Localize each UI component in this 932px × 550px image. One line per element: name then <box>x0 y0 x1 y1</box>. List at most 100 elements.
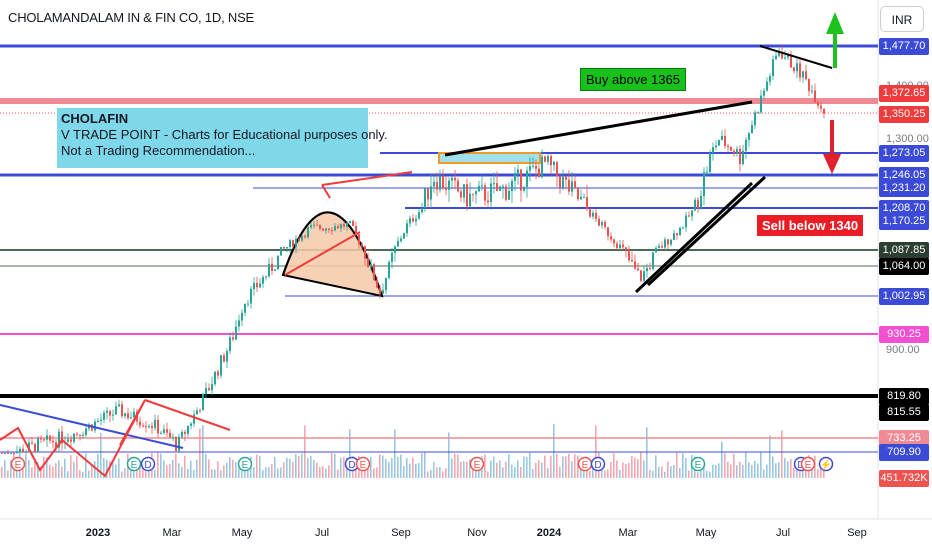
candle-body <box>451 177 453 181</box>
event-marker: D <box>590 456 606 472</box>
svg-text:E: E <box>582 460 589 471</box>
volume-bar <box>40 466 42 478</box>
volume-bar <box>298 456 300 478</box>
volume-bar <box>193 470 195 478</box>
cup-diagonal <box>284 231 361 276</box>
candle-body <box>340 224 342 229</box>
candle-body <box>715 145 717 148</box>
candle-body <box>178 436 180 451</box>
volume-bar <box>22 468 24 478</box>
candle-body <box>820 105 822 109</box>
candle-body <box>403 233 405 239</box>
candle-body <box>130 417 132 419</box>
note-line: Not a Trading Recommendation... <box>61 143 256 158</box>
volume-bar <box>685 458 687 478</box>
volume-bar <box>181 467 183 478</box>
volume-bar <box>100 432 102 478</box>
candle-body <box>640 270 642 281</box>
volume-bar <box>799 471 801 478</box>
candle-body <box>349 220 351 224</box>
candle-body <box>526 170 528 187</box>
candle-body <box>52 440 54 443</box>
candle-body <box>778 52 780 56</box>
volume-bar <box>568 453 570 478</box>
volume-bar <box>589 470 591 478</box>
price-axis-label: 900.00 <box>886 344 920 356</box>
volume-bar <box>724 453 726 478</box>
volume-bar <box>118 458 120 478</box>
volume-bar <box>700 468 702 478</box>
candle-body <box>568 179 570 192</box>
candle-body <box>118 404 120 407</box>
volume-bar <box>766 464 768 478</box>
x-tick-label: May <box>231 527 253 539</box>
svg-text:⚡: ⚡ <box>820 458 832 471</box>
candle-body <box>205 388 207 394</box>
candle-body <box>352 220 354 226</box>
price-badge: 1,231.20 <box>879 180 929 197</box>
candle-body <box>85 428 87 435</box>
volume-bar <box>748 462 750 478</box>
candle-body <box>232 337 234 340</box>
support-channel-upper <box>646 175 767 287</box>
candle-body <box>541 156 543 178</box>
candle-body <box>499 186 501 191</box>
candle-body <box>445 188 447 190</box>
candle-body <box>673 233 675 240</box>
candle-body <box>694 199 696 211</box>
candle-body <box>43 439 45 441</box>
svg-text:E: E <box>360 460 367 471</box>
volume-bar <box>520 467 522 478</box>
candle-body <box>58 431 60 448</box>
event-marker: ⚡ <box>818 456 834 472</box>
volume-bar <box>421 453 423 478</box>
candle-body <box>292 240 294 247</box>
volume-bar <box>79 470 81 478</box>
candle-body <box>772 59 774 76</box>
volume-bar <box>478 469 480 478</box>
candle-body <box>619 244 621 249</box>
volume-bar <box>682 453 684 478</box>
candle-body <box>238 320 240 327</box>
price-badge: 1,273.05 <box>879 145 929 162</box>
volume-bar <box>793 467 795 478</box>
price-badge: 1,064.00 <box>879 258 929 275</box>
volume-bar <box>538 460 540 478</box>
candle-body <box>637 268 639 271</box>
currency-button[interactable]: INR <box>880 6 924 32</box>
volume-bar <box>121 471 123 478</box>
volume-bar <box>280 467 282 478</box>
volume-bar <box>418 463 420 478</box>
volume-bar <box>658 466 660 478</box>
volume-bar <box>43 456 45 478</box>
volume-bar <box>586 469 588 478</box>
candle-body <box>757 112 759 114</box>
level-lines <box>0 44 878 453</box>
volume-bar <box>559 466 561 478</box>
price-badge: 930.25 <box>879 326 929 343</box>
candle-body <box>610 236 612 240</box>
volume-bar <box>124 468 126 478</box>
volume-bar <box>760 452 762 478</box>
volume-bar <box>736 465 738 478</box>
candle-body <box>157 420 159 434</box>
volume-bar <box>223 465 225 478</box>
candle-body <box>427 188 429 200</box>
candle-body <box>424 188 426 208</box>
candle-body <box>328 228 330 231</box>
candle-body <box>265 276 267 278</box>
candle-body <box>409 218 411 224</box>
candle-body <box>316 224 318 226</box>
volume-bar <box>430 470 432 478</box>
volume-bar <box>484 454 486 478</box>
svg-text:E: E <box>131 460 138 471</box>
candle-body <box>496 183 498 191</box>
volume-bar <box>754 460 756 478</box>
candle-body <box>649 268 651 270</box>
candle-body <box>127 413 129 419</box>
candle-body <box>235 326 237 340</box>
candle-body <box>484 185 486 201</box>
consolidation-box <box>438 152 541 164</box>
volume-bar <box>655 455 657 478</box>
